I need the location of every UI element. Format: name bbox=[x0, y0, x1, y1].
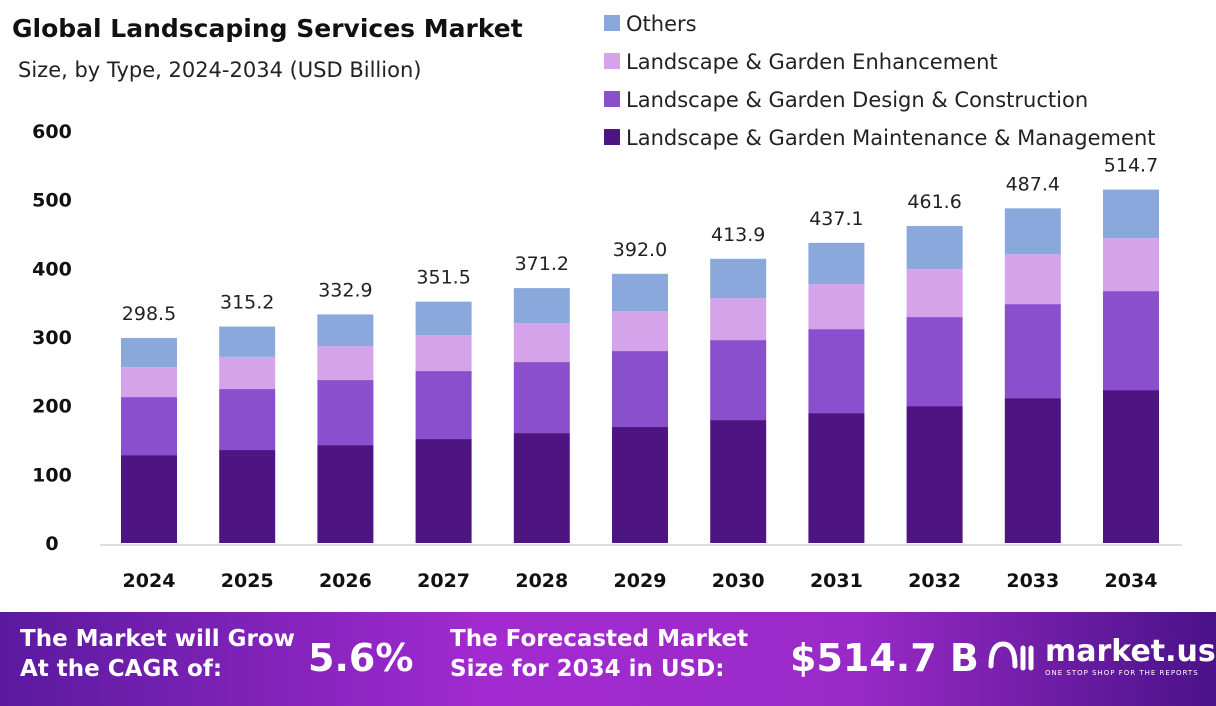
total-label: 315.2 bbox=[220, 292, 274, 314]
legend-label: Others bbox=[626, 12, 697, 36]
total-label: 487.4 bbox=[1006, 173, 1060, 195]
total-label: 392.0 bbox=[613, 239, 667, 261]
bar-segment bbox=[219, 356, 276, 390]
bar-segment bbox=[710, 340, 767, 421]
chart-subtitle: Size, by Type, 2024-2034 (USD Billion) bbox=[18, 58, 422, 82]
bar-segment bbox=[808, 329, 865, 414]
logo-name: market.us bbox=[1045, 634, 1216, 669]
legend-swatch bbox=[604, 91, 620, 107]
bar-segment bbox=[1103, 189, 1159, 239]
x-tick-label: 2031 bbox=[810, 570, 863, 592]
x-tick-label: 2024 bbox=[123, 570, 176, 592]
bar-segment bbox=[710, 258, 767, 299]
x-tick-label: 2032 bbox=[908, 570, 961, 592]
bar-segment bbox=[1103, 390, 1159, 543]
y-tick-label: 0 bbox=[45, 533, 58, 555]
bar-segment bbox=[415, 371, 472, 440]
y-tick-label: 500 bbox=[32, 190, 72, 212]
bar-segment bbox=[906, 226, 963, 270]
bar-segment bbox=[121, 338, 177, 368]
bar-segment bbox=[317, 314, 374, 347]
bar-segment bbox=[710, 298, 767, 341]
total-label: 332.9 bbox=[318, 279, 372, 301]
total-label: 461.6 bbox=[907, 191, 961, 213]
total-label: 437.1 bbox=[809, 208, 863, 230]
bar-segment bbox=[513, 288, 570, 324]
market-us-logo: market.us ONE STOP SHOP FOR THE REPORTS bbox=[985, 634, 1216, 677]
total-label: 298.5 bbox=[122, 303, 176, 325]
legend-swatch bbox=[604, 53, 620, 69]
bar-segment bbox=[513, 323, 570, 363]
total-label: 413.9 bbox=[711, 224, 765, 246]
forecast-value: $514.7 B bbox=[790, 636, 979, 680]
bar-segment bbox=[1004, 304, 1061, 399]
cagr-label-line1: The Market will Grow bbox=[20, 626, 295, 652]
y-tick-label: 600 bbox=[32, 121, 72, 143]
bar-segment bbox=[219, 389, 276, 451]
y-tick-label: 400 bbox=[32, 258, 72, 280]
bar-segment bbox=[121, 367, 177, 398]
x-tick-label: 2030 bbox=[712, 570, 765, 592]
bar-segment bbox=[710, 420, 767, 543]
legend-label: Landscape & Garden Design & Construction bbox=[626, 88, 1088, 112]
bar-segment bbox=[317, 380, 374, 446]
bar-segment bbox=[612, 351, 668, 428]
bar-segment bbox=[219, 326, 276, 357]
forecast-label-line2: Size for 2034 in USD: bbox=[450, 656, 725, 682]
bar-segment bbox=[906, 406, 963, 543]
x-tick-label: 2034 bbox=[1105, 570, 1158, 592]
summary-banner: The Market will Grow At the CAGR of: 5.6%… bbox=[0, 612, 1216, 706]
bar-segment bbox=[121, 397, 177, 456]
bar-segment bbox=[513, 362, 570, 434]
bar-segment bbox=[1103, 291, 1159, 391]
y-tick-label: 200 bbox=[32, 396, 72, 418]
bar-segment bbox=[1004, 254, 1061, 305]
bar-segment bbox=[612, 311, 668, 352]
bar-segment bbox=[121, 455, 177, 543]
logo-tagline: ONE STOP SHOP FOR THE REPORTS bbox=[1045, 669, 1199, 677]
y-tick-label: 300 bbox=[32, 327, 72, 349]
bar-segment bbox=[415, 335, 472, 372]
total-label: 371.2 bbox=[515, 253, 569, 275]
stacked-bar-chart: 0 100 200 300 400 500 600 298.5 2024 315.2 2025 332… bbox=[32, 12, 1182, 592]
bar-segment bbox=[808, 242, 865, 285]
forecast-label-line1: The Forecasted Market bbox=[450, 626, 749, 652]
bar-segment bbox=[808, 413, 865, 543]
bar-segment bbox=[317, 445, 374, 543]
bar-segment bbox=[415, 439, 472, 543]
bar-segment bbox=[906, 269, 963, 318]
bar-segment bbox=[1103, 238, 1159, 292]
cagr-label-line2: At the CAGR of: bbox=[20, 656, 223, 682]
total-label: 514.7 bbox=[1104, 155, 1158, 177]
x-tick-label: 2029 bbox=[614, 570, 667, 592]
bar-segment bbox=[1004, 398, 1061, 543]
x-tick-label: 2033 bbox=[1006, 570, 1059, 592]
bar-segment bbox=[513, 433, 570, 543]
bar-segment bbox=[1004, 208, 1061, 255]
chart-title: Global Landscaping Services Market bbox=[12, 14, 523, 43]
bar-segment bbox=[612, 273, 668, 312]
legend-label: Landscape & Garden Enhancement bbox=[626, 50, 998, 74]
legend-swatch bbox=[604, 129, 620, 145]
bar-segment bbox=[808, 284, 865, 330]
legend-swatch bbox=[604, 15, 620, 31]
bar-segment bbox=[415, 301, 472, 336]
legend-label: Landscape & Garden Maintenance & Managem… bbox=[626, 126, 1155, 150]
forecast-label: The Forecasted Market Size for 2034 in US… bbox=[450, 624, 748, 684]
x-tick-label: 2025 bbox=[221, 570, 274, 592]
x-tick-label: 2027 bbox=[417, 570, 470, 592]
cagr-label: The Market will Grow At the CAGR of: bbox=[20, 624, 295, 684]
y-tick-label: 100 bbox=[32, 464, 72, 486]
x-tick-label: 2028 bbox=[515, 570, 568, 592]
bar-segment bbox=[219, 450, 276, 543]
cagr-value: 5.6% bbox=[308, 636, 414, 680]
x-tick-label: 2026 bbox=[319, 570, 372, 592]
bar-segment bbox=[906, 317, 963, 407]
bar-segment bbox=[612, 427, 668, 543]
total-label: 351.5 bbox=[416, 267, 470, 289]
bar-segment bbox=[317, 346, 374, 381]
logo-icon bbox=[988, 640, 1034, 670]
